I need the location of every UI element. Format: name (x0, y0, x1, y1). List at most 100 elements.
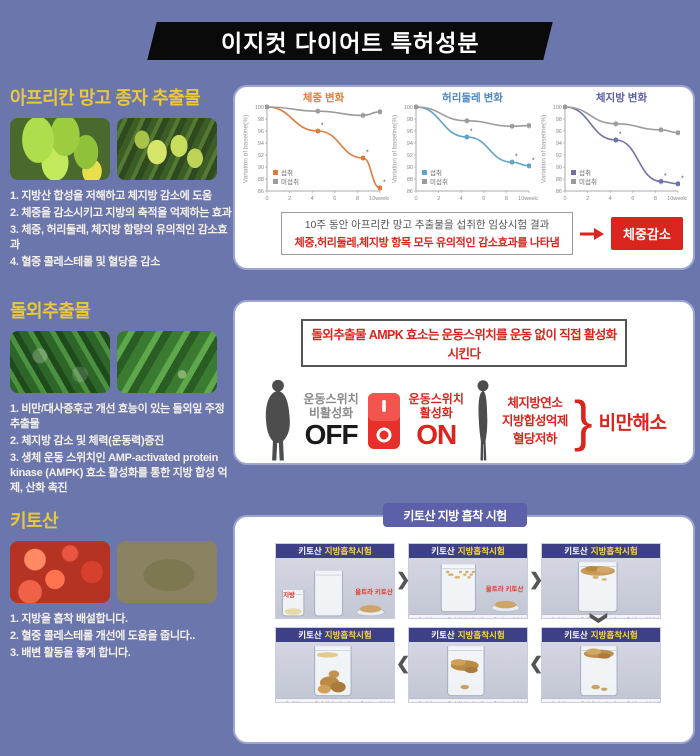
section2-heading: 돌외추출물 (10, 301, 91, 321)
svg-text:2: 2 (586, 196, 589, 202)
bullet: 3. 체중, 허리둘레, 체지방 함량의 유의적인 감소효과 (10, 224, 228, 251)
test-card-title-yellow: 지방흡착시험 (324, 546, 372, 556)
svg-text:섭취: 섭취 (430, 168, 442, 177)
crab-photo (117, 541, 217, 603)
svg-text:4: 4 (609, 196, 612, 202)
beaker-photo (542, 558, 660, 614)
svg-text:0: 0 (414, 196, 417, 202)
section1-photos (10, 118, 232, 180)
beaker-label: 지방 (283, 592, 296, 600)
test-photo-step-4: 키토산지방흡착시험물 700ml에 지방 200ml을 혼합 후 키토산 50g… (541, 627, 661, 703)
african-mango-result-panel: 체중 변화 86 88 90 92 94 96 98 100 0 2 4 6 8 10weeks Variat… (233, 85, 695, 270)
fat-body-silhouette-icon (266, 379, 291, 461)
svg-text:*: * (515, 154, 518, 161)
off-text: OFF (304, 419, 359, 450)
test-card-header: 키토산 지방흡착시험 (542, 628, 660, 642)
gynostemma-leaves-photo-2 (117, 331, 217, 393)
svg-text:2: 2 (288, 196, 291, 202)
svg-text:*: * (321, 123, 324, 130)
effects-list: 체지방연소 지방합성억제 혈당저하 (501, 394, 569, 448)
section-chitosan: 키토산 1. 지방을 흡착 배설합니다. 2. 혈중 콜레스테롤 개선에 도움을… (10, 507, 232, 663)
off-column: 운동스위치 비활성화 OFF (303, 392, 358, 450)
svg-text:4: 4 (311, 196, 314, 202)
off-label-1: 운동스위치 (303, 392, 359, 406)
curly-brace-icon: } (573, 389, 593, 452)
svg-text:*: * (470, 129, 473, 136)
test-photo-step-6: 키토산지방흡착시험물 700ml에 지방 200ml을 혼합 후 키토산 50g… (275, 627, 395, 703)
bullet: 1. 비만/대사증후군 개선 효능이 있는 돌외잎 주정추출물 (10, 403, 225, 430)
slim-body-silhouette-icon (477, 380, 489, 461)
svg-text:미섭취: 미섭취 (579, 177, 597, 186)
test-card-caption: 물 700ml에 지방 200ml을 혼합 후 키토산 50g을 넣고 지방흡착… (542, 613, 660, 618)
svg-text:0: 0 (563, 196, 566, 202)
effect-item: 혈당저하 (512, 432, 558, 446)
test-card-title-yellow: 지방흡착시험 (590, 546, 638, 556)
svg-text:0: 0 (265, 196, 268, 202)
bullet: 2. 체중을 감소시키고 지방의 축적을 억제하는 효과 (10, 207, 232, 219)
chevron-right-icon: ❯ (396, 570, 411, 589)
svg-text:6: 6 (631, 196, 634, 202)
svg-text:96: 96 (407, 129, 413, 135)
section-african-mango: 아프리칸 망고 종자 추출물 1. 지방산 합성을 저해하고 체지방 감소에 도… (10, 84, 232, 272)
test-card-caption: 물 700ml에 지방 200ml을 혼합 후 키토산 50g을 넣고 지방흡착… (409, 613, 527, 618)
on-label-1: 운동스위치 (408, 392, 464, 406)
svg-text:86: 86 (258, 189, 264, 195)
svg-text:92: 92 (407, 153, 413, 159)
svg-text:98: 98 (407, 117, 413, 123)
svg-text:*: * (532, 157, 535, 164)
bullet: 3. 배변 활동을 좋게 합니다. (10, 647, 131, 659)
page-title: 이지컷 다이어트 특허성분 (147, 22, 553, 60)
svg-text:*: * (366, 150, 369, 157)
beaker-photo: 지방 울트라 키토산 (276, 558, 394, 618)
svg-text:98: 98 (258, 117, 264, 123)
section1-heading: 아프리칸 망고 종자 추출물 (10, 88, 201, 108)
clinical-caption-row: 10주 동안 아프리칸 망고 추출물을 섭취한 임상시험 결과 체중,허리둘레,… (281, 212, 683, 255)
ampk-switch-panel: 돌외추출물 AMPK 효소는 운동스위치를 운동 없이 직접 활성화 시킨다 운… (233, 300, 695, 465)
svg-text:94: 94 (407, 141, 413, 147)
test-card-header: 키토산 지방흡착시험 (276, 544, 394, 558)
bullet: 4. 혈중 콜레스테롤 및 혈당을 감소 (10, 256, 161, 268)
waist-change-chart: 허리둘레 변화 86 88 90 92 94 96 98 100 0 2 4 6 8 10weeks Vari… (390, 91, 541, 204)
on-label-2: 활성화 (419, 406, 453, 420)
mango-tree-photo (117, 118, 217, 180)
svg-text:Variation of baseline(%): Variation of baseline(%) (392, 115, 399, 184)
svg-text:90: 90 (258, 165, 264, 171)
section3-bullets: 1. 지방을 흡착 배설합니다. 2. 혈중 콜레스테롤 개선에 도움을 줍니다… (10, 612, 232, 661)
svg-text:체중 변화: 체중 변화 (303, 92, 345, 104)
svg-text:96: 96 (556, 129, 562, 135)
bullet: 1. 지방산 합성을 저해하고 체지방 감소에 도움 (10, 190, 212, 202)
weight-change-chart: 체중 변화 86 88 90 92 94 96 98 100 0 2 4 6 8 10weeks Variat… (241, 91, 392, 204)
green-mango-cluster-photo (10, 118, 110, 180)
test-card-title-yellow: 지방흡착시험 (457, 630, 505, 640)
svg-text:98: 98 (556, 117, 562, 123)
svg-text:94: 94 (258, 141, 264, 147)
bullet: 1. 지방을 흡착 배설합니다. (10, 613, 128, 625)
shrimp-photo (10, 541, 110, 603)
test-card-title-yellow: 지방흡착시험 (324, 630, 372, 640)
chevron-left-icon: ❮ (396, 654, 411, 673)
bodyfat-change-chart: 체지방 변화 86 88 90 92 94 96 98 100 0 2 4 6 8 10weeks Varia… (539, 91, 690, 204)
off-label-2: 비활성화 (308, 406, 354, 420)
clinical-caption-box: 10주 동안 아프리칸 망고 추출물을 섭취한 임상시험 결과 체중,허리둘레,… (281, 212, 573, 255)
caption-line-1: 10주 동안 아프리칸 망고 추출물을 섭취한 임상시험 결과 (304, 219, 550, 231)
effect-item: 지방합성억제 (501, 414, 569, 428)
section-gynostemma: 돌외추출물 1. 비만/대사증후군 개선 효능이 있는 돌외잎 주정추출물 2.… (10, 297, 232, 498)
svg-text:86: 86 (556, 189, 562, 195)
svg-text:Variation of baseline(%): Variation of baseline(%) (541, 115, 548, 184)
svg-text:88: 88 (407, 177, 413, 183)
svg-text:8: 8 (654, 196, 657, 202)
svg-text:100: 100 (553, 105, 562, 111)
svg-text:체지방 변화: 체지방 변화 (596, 92, 648, 104)
bullet: 2. 혈중 콜레스테롤 개선에 도움을 줍니다.. (10, 630, 195, 642)
chevron-down-icon: ❯ (590, 610, 610, 626)
test-card-header: 키토산 지방흡착시험 (409, 544, 527, 558)
page-title-text: 이지컷 다이어트 특허성분 (220, 30, 480, 56)
test-card-header: 키토산 지방흡착시험 (276, 628, 394, 642)
test-card-title-yellow: 지방흡착시험 (457, 546, 505, 556)
chevron-left-icon: ❮ (529, 654, 544, 673)
toggle-switch-icon (367, 393, 400, 449)
test-card-title-white: 키토산 (564, 630, 588, 640)
bullet: 2. 체지방 감소 및 체력(운동력)증진 (10, 435, 164, 447)
svg-text:10weeks: 10weeks (667, 196, 687, 202)
